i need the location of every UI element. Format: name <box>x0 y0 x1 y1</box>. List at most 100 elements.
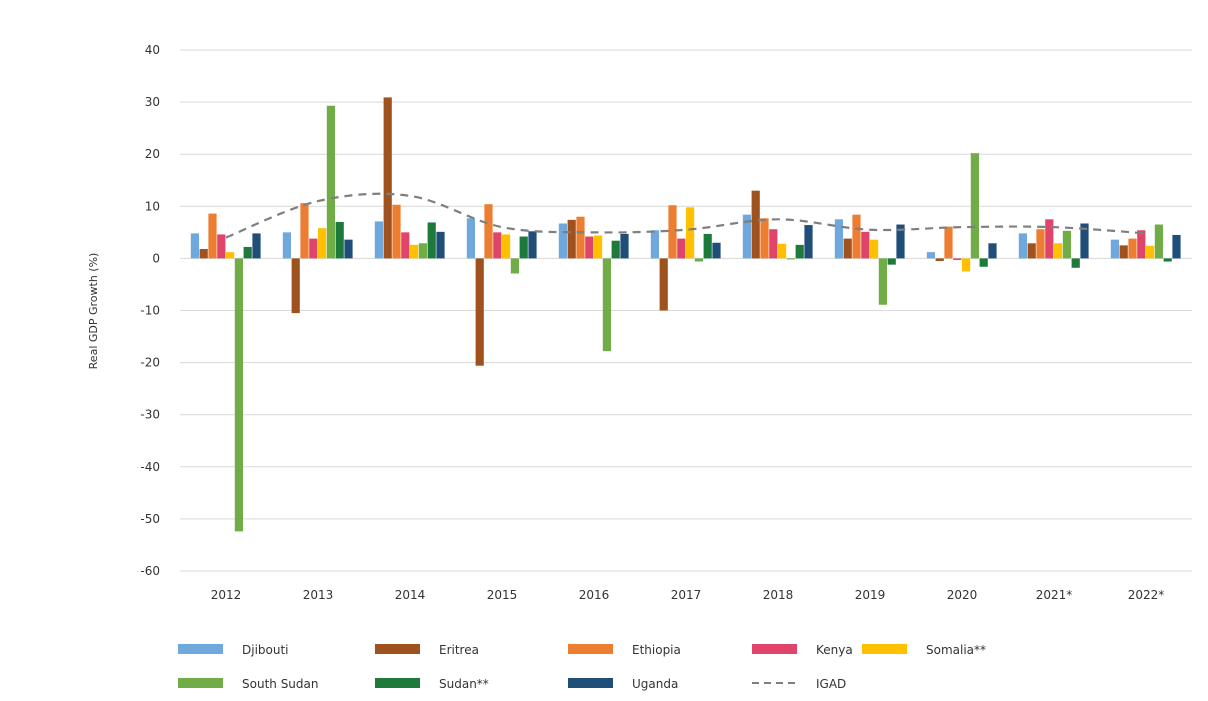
bar-somalia <box>502 234 511 259</box>
x-tick-label: 2013 <box>303 588 334 602</box>
legend-swatch-uganda <box>568 678 613 688</box>
bar-djibouti <box>282 232 291 259</box>
bar-kenya <box>953 258 962 260</box>
x-tick-label: 2019 <box>855 588 886 602</box>
bar-somalia <box>870 239 879 259</box>
bar-sudan <box>611 240 620 259</box>
bar-sudan <box>519 236 528 259</box>
bar-kenya <box>861 231 870 259</box>
y-tick-label: -40 <box>140 460 160 474</box>
bar-kenya <box>309 238 318 259</box>
bar-somalia <box>778 243 787 259</box>
legend-label-south-sudan: South Sudan <box>242 677 319 691</box>
x-tick-label: 2014 <box>395 588 426 602</box>
bar-djibouti <box>834 219 843 259</box>
bar-ethiopia <box>300 203 309 259</box>
legend-label-somalia: Somalia** <box>926 643 986 657</box>
bar-eritrea <box>843 238 852 259</box>
bar-somalia <box>226 252 235 259</box>
bar-uganda <box>712 242 721 259</box>
bar-uganda <box>1080 223 1089 259</box>
bar-ethiopia <box>852 214 861 259</box>
legend-label-eritrea: Eritrea <box>439 643 479 657</box>
bar-somalia <box>318 228 327 259</box>
bar-eritrea <box>935 258 944 262</box>
bar-djibouti <box>650 230 659 259</box>
bar-south-sudan <box>694 258 703 262</box>
bar-ethiopia <box>392 204 401 259</box>
x-tick-label: 2016 <box>579 588 610 602</box>
bar-uganda <box>436 231 445 259</box>
x-tick-label: 2012 <box>211 588 242 602</box>
legend-swatch-kenya <box>752 644 797 654</box>
bar-somalia <box>410 244 419 259</box>
bar-somalia <box>1146 245 1155 259</box>
bar-somalia <box>686 207 695 259</box>
bar-djibouti <box>190 233 199 259</box>
y-tick-label: -60 <box>140 564 160 578</box>
bar-somalia <box>962 258 971 272</box>
bar-uganda <box>620 233 629 259</box>
bar-sudan <box>427 222 436 259</box>
legend-label-uganda: Uganda <box>632 677 678 691</box>
bar-south-sudan <box>510 258 519 274</box>
y-tick-label: 30 <box>145 95 160 109</box>
bar-south-sudan <box>878 258 887 305</box>
x-tick-label: 2015 <box>487 588 518 602</box>
bar-south-sudan <box>1154 224 1163 259</box>
bar-eritrea <box>659 258 668 311</box>
bar-sudan <box>703 233 712 259</box>
bar-eritrea <box>1027 243 1036 259</box>
bar-uganda <box>804 225 813 259</box>
bar-ethiopia <box>1128 238 1137 259</box>
legend-label-sudan: Sudan** <box>439 677 489 691</box>
legend-swatch-somalia <box>862 644 907 654</box>
bar-uganda <box>252 233 261 259</box>
bar-south-sudan <box>418 243 427 259</box>
bar-sudan <box>243 246 252 259</box>
bar-eritrea <box>567 219 576 259</box>
bar-ethiopia <box>484 204 493 259</box>
bar-djibouti <box>742 214 751 259</box>
bar-kenya <box>401 232 410 259</box>
bar-uganda <box>1172 234 1181 259</box>
legend-swatch-ethiopia <box>568 644 613 654</box>
bar-djibouti <box>558 223 567 259</box>
bar-kenya <box>1045 219 1054 259</box>
bar-ethiopia <box>576 216 585 259</box>
legend-label-ethiopia: Ethiopia <box>632 643 681 657</box>
bar-ethiopia <box>944 226 953 259</box>
x-tick-label: 2018 <box>763 588 794 602</box>
bar-somalia <box>1054 243 1063 259</box>
legend-swatch-djibouti <box>178 644 223 654</box>
y-axis-title: Real GDP Growth (%) <box>87 253 100 370</box>
y-tick-label: -10 <box>140 304 160 318</box>
bar-kenya <box>493 232 502 259</box>
bar-eritrea <box>1119 245 1128 259</box>
y-tick-label: -50 <box>140 512 160 526</box>
legend-swatch-eritrea <box>375 644 420 654</box>
bar-ethiopia <box>1036 229 1045 259</box>
bar-sudan <box>887 258 896 265</box>
bar-kenya <box>1137 230 1146 259</box>
bar-kenya <box>217 234 226 259</box>
bar-uganda <box>896 224 905 259</box>
bar-sudan <box>335 221 344 259</box>
bar-south-sudan <box>326 105 335 259</box>
bar-sudan <box>1163 258 1172 262</box>
bar-somalia <box>594 235 603 259</box>
bar-eritrea <box>291 258 300 314</box>
y-tick-label: -30 <box>140 408 160 422</box>
bar-sudan <box>795 244 804 259</box>
bar-eritrea <box>383 97 392 259</box>
bar-ethiopia <box>668 205 677 259</box>
y-tick-label: -20 <box>140 356 160 370</box>
bar-south-sudan <box>602 258 611 352</box>
x-tick-label: 2022* <box>1128 588 1165 602</box>
legend-label-igad: IGAD <box>816 677 846 691</box>
x-tick-label: 2017 <box>671 588 702 602</box>
bar-djibouti <box>374 221 383 259</box>
bar-djibouti <box>926 252 935 259</box>
bar-djibouti <box>466 218 475 259</box>
